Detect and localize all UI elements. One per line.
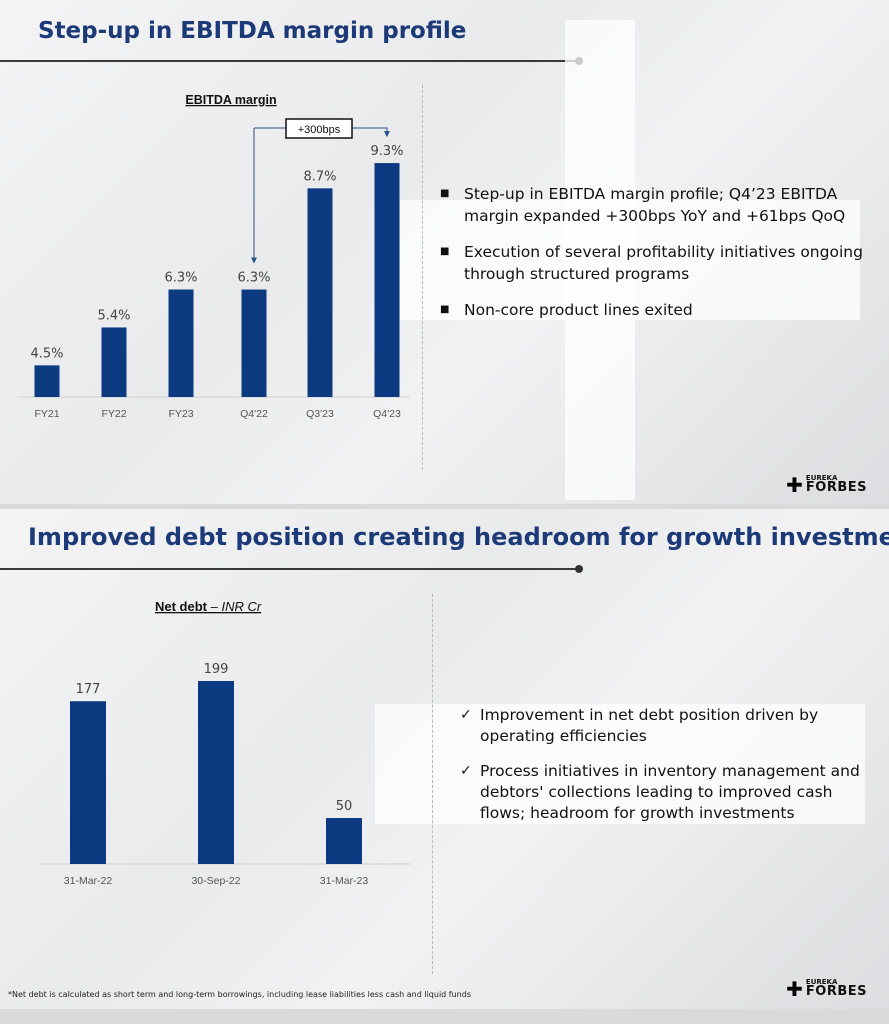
bar xyxy=(241,289,267,397)
bullet-item: ■ Non-core product lines exited xyxy=(440,301,693,319)
bullet-text: Process initiatives in inventory managem… xyxy=(480,762,860,822)
category-label: 30-Sep-22 xyxy=(191,875,240,887)
eureka-forbes-logo: ✚ EUREKA FORBES xyxy=(786,976,867,1001)
annotation-box xyxy=(285,118,353,139)
data-label: 177 xyxy=(76,682,101,697)
ebitda-margin-chart: 4.5% FY21 5.4% FY22 6.3% FY23 6.3% Q4'22 8.7% Q3'… xyxy=(18,93,410,420)
slide-ebitda: Step-up in EBITDA margin profile 4.5% FY2… xyxy=(0,0,889,504)
chart-title: EBITDA margin xyxy=(185,93,276,107)
slide-title: Improved debt position creating headroom… xyxy=(28,523,889,551)
category-label: Q3'23 xyxy=(306,408,334,420)
bar xyxy=(374,163,400,397)
category-label: 31-Mar-22 xyxy=(64,875,113,887)
category-label: FY22 xyxy=(101,408,126,420)
data-label: 9.3% xyxy=(370,144,403,159)
bullet-text: Execution of several profitability initi… xyxy=(464,243,863,283)
bar xyxy=(101,327,127,397)
bullet-item: ✓ Improvement in net debt position driven… xyxy=(460,705,860,747)
check-icon: ✓ xyxy=(460,763,472,779)
bullet-text: Non-core product lines exited xyxy=(464,301,693,319)
chart-title: Net debt – INR Cr xyxy=(155,599,262,614)
logo-line2: FORBES xyxy=(805,480,867,495)
divider xyxy=(422,85,423,470)
bullet-list: ✓ Improvement in net debt position driven… xyxy=(460,705,860,838)
bullet-item: ■ Step-up in EBITDA margin profile; Q4’23… xyxy=(440,183,870,227)
divider xyxy=(432,594,433,974)
bar xyxy=(198,681,234,864)
footnote: *Net debt is calculated as short term an… xyxy=(8,990,471,999)
bullet-item: ■ Execution of several profitability init… xyxy=(440,241,870,285)
annotation-label: +300bps xyxy=(298,124,341,136)
data-label: 5.4% xyxy=(97,308,130,323)
logo-line1: EUREKA xyxy=(805,474,838,482)
cross-icon: ✚ xyxy=(786,976,803,1001)
logo-line2: FORBES xyxy=(805,984,867,999)
net-debt-chart: 177 31-Mar-22 199 30-Sep-22 50 31-Mar-23 Net d… xyxy=(40,599,410,887)
bar xyxy=(307,188,333,397)
chart-subtitle: – INR Cr xyxy=(207,599,262,614)
category-label: FY23 xyxy=(168,408,193,420)
background-logo-shape xyxy=(375,704,865,824)
bullet-list: ■ Step-up in EBITDA margin profile; Q4’23… xyxy=(440,183,870,335)
bullet-text: Improvement in net debt position driven … xyxy=(480,706,819,745)
chart-title-main: Net debt xyxy=(155,599,208,614)
data-label: 6.3% xyxy=(164,271,197,286)
category-label: FY21 xyxy=(34,408,59,420)
eureka-forbes-logo: ✚ EUREKA FORBES xyxy=(786,472,867,497)
cross-icon: ✚ xyxy=(786,472,803,497)
bar xyxy=(70,701,106,864)
title-divider xyxy=(0,565,583,573)
data-label: 50 xyxy=(336,799,353,814)
bullet-text: Step-up in EBITDA margin profile; Q4’23 … xyxy=(464,185,846,225)
bullet-item: ✓ Process initiatives in inventory manage… xyxy=(460,761,860,824)
category-label: Q4'22 xyxy=(240,408,268,420)
category-label: Q4'23 xyxy=(373,408,401,420)
bar xyxy=(34,365,60,397)
data-label: 4.5% xyxy=(30,346,63,361)
bar xyxy=(326,818,362,864)
data-label: 6.3% xyxy=(237,271,270,286)
logo-line1: EUREKA xyxy=(805,978,838,986)
slide-title: Step-up in EBITDA margin profile xyxy=(38,18,467,44)
background-logo-shape xyxy=(400,200,860,320)
category-label: 31-Mar-23 xyxy=(320,875,369,887)
data-label: 199 xyxy=(204,662,229,677)
bar xyxy=(168,289,194,397)
slide-net-debt: Improved debt position creating headroom… xyxy=(0,509,889,1009)
data-label: 8.7% xyxy=(303,169,336,184)
check-icon: ✓ xyxy=(460,707,472,723)
